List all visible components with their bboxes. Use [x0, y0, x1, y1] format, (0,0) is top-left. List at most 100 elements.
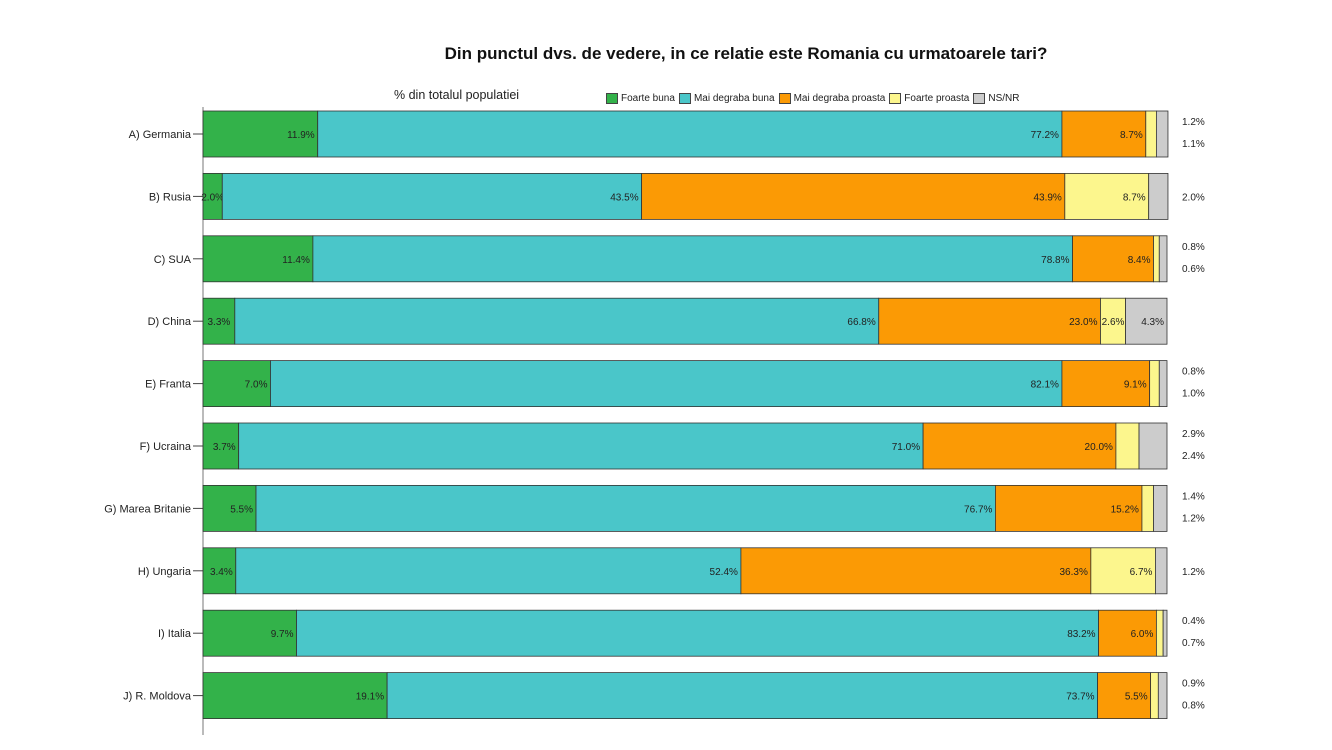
side-label: 0.9% [1182, 679, 1205, 690]
data-label: 52.4% [710, 567, 738, 578]
data-label: 73.7% [1066, 692, 1094, 703]
legend-item-ns-nr: NS/NR [973, 92, 1020, 104]
data-label: 11.9% [287, 130, 315, 141]
data-label: 5.5% [230, 504, 253, 515]
data-label: 7.0% [245, 380, 268, 391]
side-label: 1.2% [1182, 567, 1205, 578]
legend-label: NS/NR [988, 92, 1020, 104]
bar-segment [202, 235, 314, 283]
bar-segment [202, 297, 236, 345]
bar-segment [740, 547, 1092, 595]
data-label: 11.4% [282, 255, 310, 266]
chart-subtitle: % din totalul populatiei [394, 88, 520, 102]
bar-segment [1150, 672, 1159, 719]
bar-segment [202, 110, 319, 158]
legend-label: Mai degraba buna [693, 92, 775, 104]
data-label: 83.2% [1067, 629, 1095, 640]
bar-segment [1155, 110, 1169, 158]
legend-item-foarte-proasta: Foarte proasta [889, 92, 970, 104]
side-label: 1.2% [1182, 513, 1205, 524]
bar-segment [1100, 297, 1126, 345]
bar-segment [1061, 110, 1147, 158]
bar-segment [1098, 609, 1157, 657]
bar-segment [234, 297, 880, 345]
category-label: G) Marea Britanie [104, 503, 191, 515]
bar-segment [1125, 297, 1168, 345]
legend-label: Mai degraba proasta [793, 92, 886, 104]
bar-segment [878, 297, 1101, 345]
side-label: 2.9% [1182, 429, 1205, 440]
bar-segment [317, 110, 1063, 158]
side-label: 2.4% [1182, 451, 1205, 462]
bar-segment [270, 360, 1063, 408]
data-label: 71.0% [892, 442, 920, 453]
data-label: 2.0% [201, 192, 224, 203]
data-label: 66.8% [847, 317, 875, 328]
category-label: A) Germania [129, 129, 192, 141]
side-label: 0.7% [1182, 638, 1205, 649]
legend-label: Foarte proasta [904, 92, 970, 104]
side-label: 0.6% [1182, 264, 1205, 275]
bar-segment [1149, 360, 1160, 408]
data-label: 9.7% [271, 629, 294, 640]
bar-segment [1155, 609, 1164, 657]
category-label: D) China [148, 316, 192, 328]
bar-segment [386, 672, 1098, 719]
bar-segment [238, 422, 924, 470]
chart-title: Din punctul dvs. de vedere, in ce relati… [444, 44, 1048, 63]
data-label: 43.5% [610, 192, 638, 203]
bar-segment [221, 172, 643, 220]
data-label: 36.3% [1059, 567, 1087, 578]
bar-segment [641, 172, 1066, 220]
side-label: 1.1% [1182, 139, 1205, 150]
bar-segment [312, 235, 1073, 283]
bar-segment [202, 484, 257, 532]
bar-segment [1097, 672, 1152, 719]
data-label: 20.0% [1085, 442, 1113, 453]
side-label: 0.8% [1182, 242, 1205, 253]
side-label: 1.2% [1182, 117, 1205, 128]
bar-segment [255, 484, 996, 532]
legend-item-foarte-buna: Foarte buna [606, 92, 675, 104]
bar-segment [1153, 484, 1168, 532]
bar-segment [1158, 360, 1168, 408]
bar-segment [1064, 172, 1150, 220]
data-label: 3.7% [213, 442, 236, 453]
data-label: 8.7% [1120, 130, 1143, 141]
category-label: J) R. Moldova [123, 691, 192, 703]
bar-segment [202, 609, 297, 657]
legend-swatch [889, 92, 902, 104]
bar-segment [1115, 422, 1140, 470]
data-label: 23.0% [1069, 317, 1097, 328]
data-label: 76.7% [964, 504, 992, 515]
side-label: 0.4% [1182, 616, 1205, 627]
bar-segment [1138, 422, 1168, 470]
bar-segment [1148, 172, 1169, 220]
data-label: 8.7% [1123, 192, 1146, 203]
data-label: 8.4% [1128, 255, 1151, 266]
bar-segment [202, 672, 388, 719]
category-label: E) Franta [145, 379, 192, 391]
bar-segment [202, 360, 271, 408]
data-label: 6.7% [1130, 567, 1153, 578]
data-label: 2.6% [1102, 317, 1125, 328]
category-label: B) Rusia [149, 191, 192, 203]
side-label: 0.8% [1182, 367, 1205, 378]
bar-segment [1155, 547, 1168, 595]
side-label: 1.0% [1182, 389, 1205, 400]
data-label: 15.2% [1111, 504, 1139, 515]
bar-segment [1145, 110, 1157, 158]
category-label: I) Italia [158, 628, 192, 640]
side-label: 1.4% [1182, 491, 1205, 502]
data-label: 3.3% [208, 317, 231, 328]
bar-segment [1072, 235, 1154, 283]
data-label: 82.1% [1031, 380, 1059, 391]
category-label: H) Ungaria [138, 566, 192, 578]
legend-swatch [973, 92, 986, 104]
bar-segment [202, 547, 237, 595]
bar-segment [1090, 547, 1156, 595]
data-label: 78.8% [1041, 255, 1069, 266]
bar-segment [1153, 235, 1160, 283]
legend-swatch [606, 92, 618, 104]
legend-item-mai-degraba-buna: Mai degraba buna [678, 92, 775, 104]
